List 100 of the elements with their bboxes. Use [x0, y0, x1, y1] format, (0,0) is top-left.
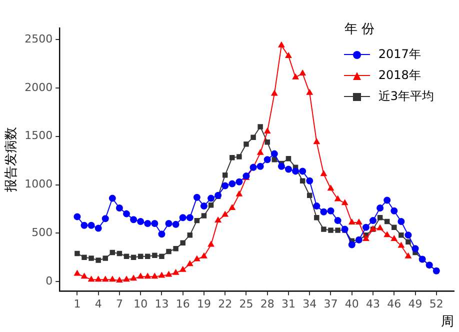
- point: [96, 258, 101, 263]
- point: [180, 266, 186, 272]
- legend-label: 2017年: [378, 46, 421, 63]
- point: [186, 214, 194, 222]
- x-tick-label: 4: [94, 298, 102, 311]
- point: [81, 273, 88, 279]
- point: [109, 276, 116, 282]
- x-tick-label: 22: [218, 298, 232, 311]
- x-tick-label: 16: [176, 298, 190, 311]
- point: [123, 276, 130, 282]
- point: [398, 242, 404, 248]
- x-tick-label: 28: [260, 298, 274, 311]
- x-axis-title: 周: [441, 314, 454, 330]
- y-tick-label: 500: [32, 226, 53, 239]
- point: [186, 260, 193, 266]
- point: [335, 228, 340, 233]
- point: [406, 239, 411, 244]
- point: [88, 222, 95, 229]
- point: [271, 90, 278, 96]
- point: [376, 224, 384, 230]
- point: [236, 154, 242, 160]
- legend-title: 年 份: [344, 21, 376, 38]
- point: [187, 232, 193, 238]
- point: [102, 256, 108, 261]
- point: [158, 230, 166, 238]
- y-axis-title: 报告发病数: [4, 127, 20, 194]
- point: [362, 235, 370, 241]
- point: [82, 254, 87, 260]
- point: [292, 168, 300, 175]
- point: [88, 276, 94, 282]
- point: [116, 204, 123, 212]
- point: [94, 224, 102, 232]
- point: [334, 217, 342, 224]
- point: [236, 190, 242, 196]
- point: [130, 275, 137, 281]
- point: [376, 204, 384, 212]
- point: [286, 156, 292, 162]
- point: [390, 207, 398, 214]
- point: [270, 150, 278, 158]
- x-tick-label: 40: [344, 298, 359, 311]
- point: [108, 194, 116, 202]
- point: [328, 185, 334, 191]
- x-tick-label: 31: [281, 298, 296, 311]
- point: [384, 232, 390, 238]
- point: [377, 215, 383, 220]
- point: [116, 277, 123, 283]
- point: [314, 138, 320, 144]
- point: [307, 192, 312, 198]
- point: [159, 254, 164, 259]
- point: [384, 218, 390, 224]
- point: [194, 256, 200, 262]
- x-tick-label: 10: [134, 298, 148, 311]
- point: [398, 218, 405, 226]
- point: [110, 250, 116, 256]
- x-tick-label: 52: [429, 298, 444, 311]
- y-tick-label: 1000: [24, 178, 53, 191]
- point: [201, 213, 207, 218]
- point: [314, 215, 320, 220]
- point: [172, 269, 179, 275]
- point: [74, 270, 80, 276]
- point: [95, 276, 102, 282]
- point: [102, 215, 109, 222]
- x-tick-label: 19: [196, 298, 211, 311]
- point: [328, 228, 334, 233]
- point: [285, 52, 292, 58]
- point: [208, 202, 214, 208]
- point: [244, 141, 249, 147]
- point: [256, 162, 264, 170]
- point: [348, 218, 355, 224]
- point: [392, 224, 397, 230]
- point: [320, 208, 328, 216]
- point: [321, 226, 326, 232]
- point: [158, 272, 165, 278]
- x-tick-label: 34: [302, 298, 317, 311]
- point: [405, 252, 412, 258]
- point: [334, 196, 341, 202]
- point: [74, 213, 81, 220]
- point: [278, 162, 285, 170]
- point: [299, 70, 306, 76]
- legend-label: 2018年: [378, 67, 421, 84]
- point: [137, 273, 144, 279]
- point: [313, 202, 320, 210]
- point: [412, 245, 419, 252]
- point: [300, 178, 306, 184]
- point: [222, 172, 228, 178]
- point: [200, 202, 208, 210]
- point: [152, 252, 158, 258]
- point: [144, 273, 151, 279]
- point: [398, 232, 404, 238]
- point: [250, 134, 256, 140]
- x-tick-label: 49: [408, 298, 422, 311]
- point: [292, 74, 299, 80]
- point: [194, 218, 200, 224]
- x-tick-label: 43: [366, 298, 380, 311]
- point: [151, 220, 158, 227]
- point: [236, 178, 243, 186]
- point: [208, 241, 214, 247]
- point: [327, 207, 334, 214]
- point: [264, 140, 270, 145]
- point: [278, 42, 285, 48]
